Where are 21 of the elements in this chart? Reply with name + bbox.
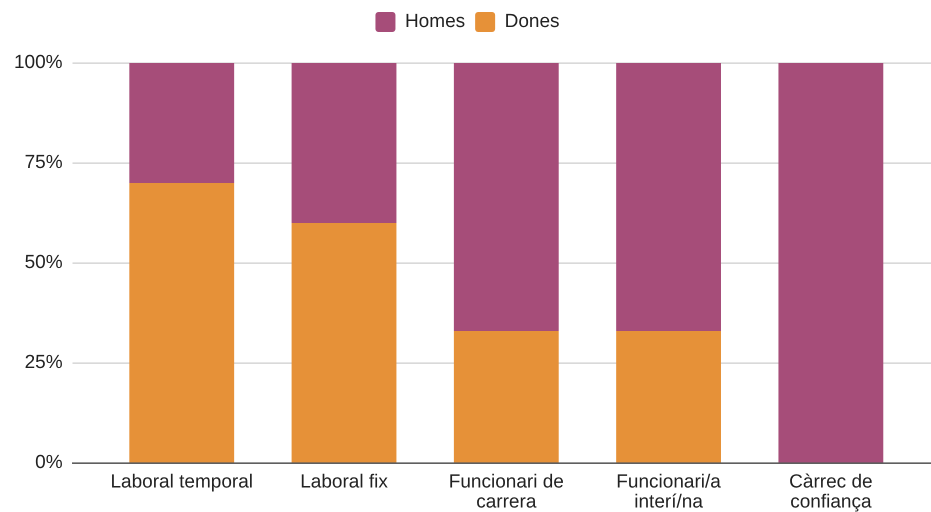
bar: [616, 331, 721, 462]
bar: [129, 183, 234, 462]
y-tick-label: 25%: [24, 352, 63, 374]
y-tick-label: 75%: [24, 152, 63, 174]
bar: [778, 63, 884, 462]
y-tick-label: 50%: [24, 252, 63, 274]
bar: [292, 63, 396, 223]
y-tick-label: 0%: [35, 452, 63, 474]
x-tick-label: Laboral fix: [300, 471, 388, 492]
bar: [454, 63, 559, 331]
y-tick-label: 100%: [14, 52, 63, 74]
bar: [454, 331, 559, 462]
x-tick-label: Funcionari/a interí/na: [616, 471, 722, 512]
bar: [616, 63, 721, 331]
bar: [129, 63, 234, 183]
legend-label: Homes: [404, 11, 466, 32]
x-tick-label: Càrrec de confiança: [789, 471, 873, 512]
bar: [292, 223, 396, 462]
legend-label: Dones: [504, 11, 560, 32]
x-tick-label: Laboral temporal: [110, 471, 254, 492]
x-tick-label: Funcionari de carrera: [448, 471, 564, 512]
